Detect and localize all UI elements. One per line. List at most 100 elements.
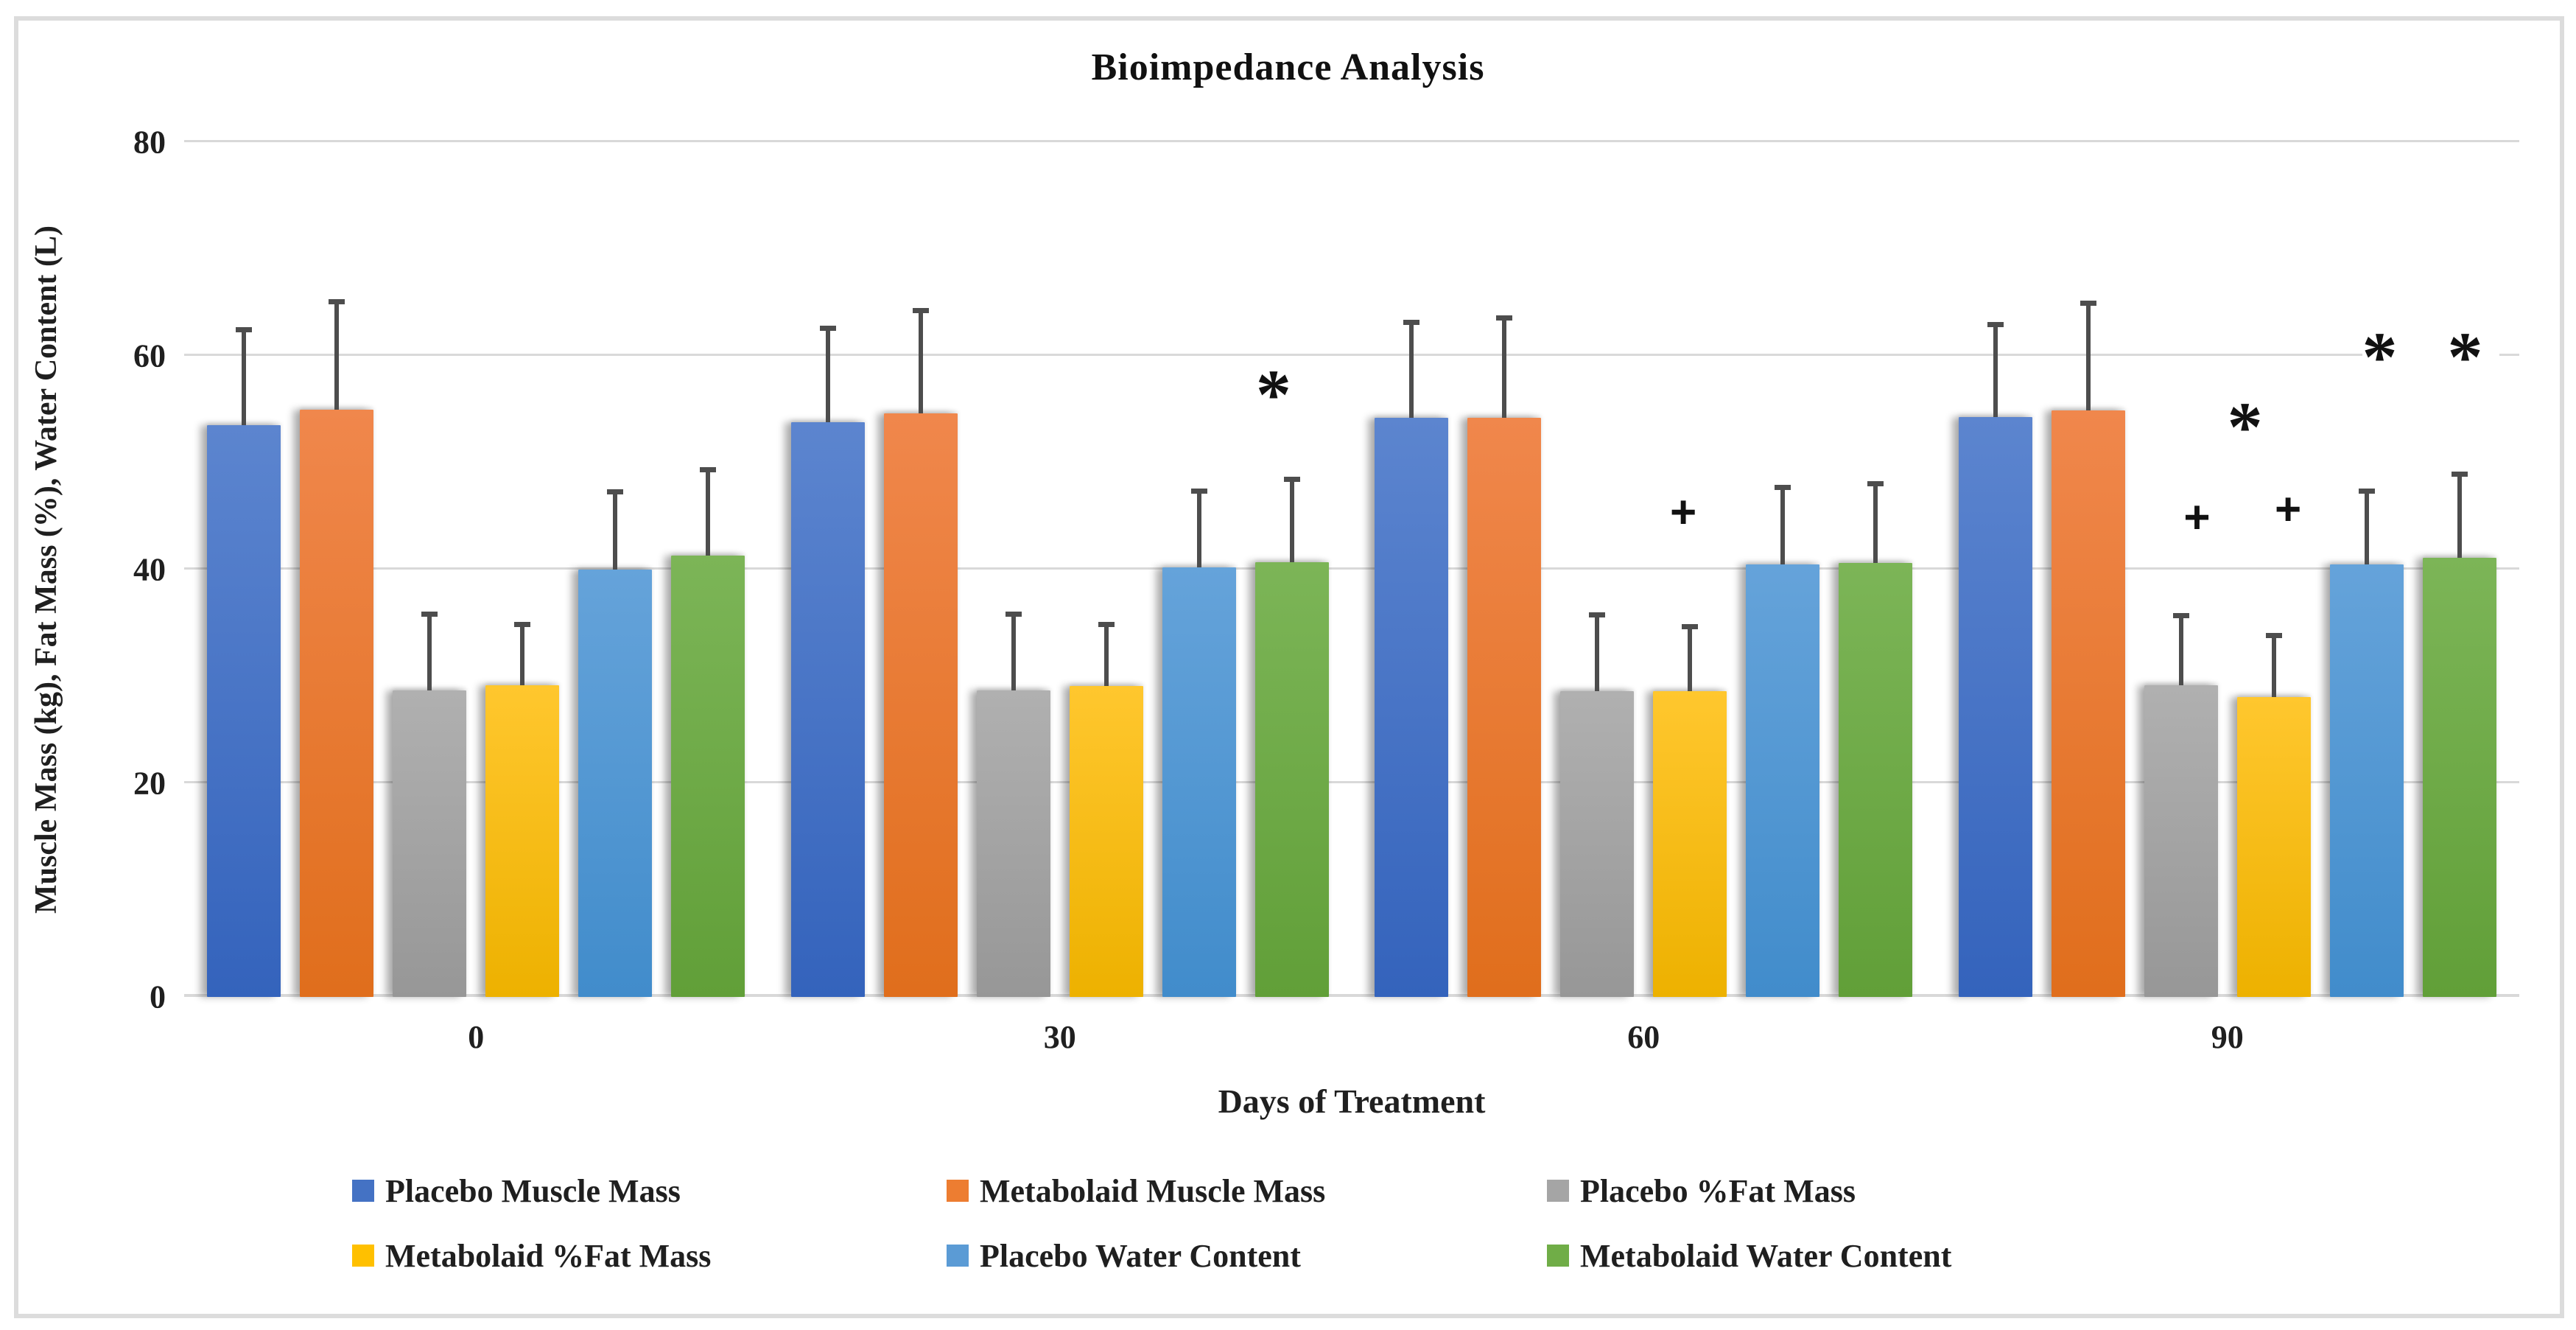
bar-placebo-fat-mass (2144, 613, 2218, 997)
legend-label: Placebo Muscle Mass (385, 1172, 681, 1209)
error-bar-cap (1403, 319, 1420, 325)
error-bar-whisker (1780, 485, 1786, 564)
error-bar-cap (1867, 480, 1884, 486)
x-tick-label-60: 60 (1627, 1019, 1660, 1055)
y-tick-label: 20 (133, 765, 166, 802)
error-bar-whisker (1595, 612, 1600, 692)
error-bar-cap (607, 489, 624, 495)
y-tick-label: 40 (133, 551, 166, 588)
error-bar-cap (329, 299, 345, 305)
annotation-asterisk: * (1255, 354, 1308, 434)
error-bar-cap (1496, 315, 1513, 321)
error-bar-cap (236, 326, 253, 332)
error-bar-cap (2172, 613, 2189, 619)
y-axis-title: Muscle Mass (kg), Fat Mass (%), Water Co… (13, 142, 80, 997)
bar-placebo-fat-mass (393, 611, 467, 997)
error-bar-whisker (1688, 623, 1693, 692)
error-bar-cap (819, 326, 836, 332)
error-bar-whisker (520, 622, 525, 685)
error-bar-whisker (1993, 321, 1998, 417)
bar-group-90 (1936, 142, 2520, 997)
x-axis-tick-labels: 0 30 60 90 (184, 1018, 2519, 1056)
y-tick-label: 60 (133, 337, 166, 374)
error-bar (329, 299, 345, 410)
legend-swatch (1547, 1245, 1569, 1267)
error-bar (1283, 476, 1300, 562)
error-bar-whisker (1011, 611, 1016, 690)
error-bar (1682, 623, 1699, 692)
error-bar-cap (421, 611, 438, 617)
error-bar (1867, 480, 1884, 564)
error-bar (1403, 319, 1420, 419)
bar-placebo-muscle-mass (790, 326, 865, 997)
x-tick-label-0: 0 (468, 1019, 485, 1055)
legend-label: Metabolaid Muscle Mass (980, 1172, 1326, 1209)
bar-placebo-water-content (1162, 488, 1236, 997)
error-bar (2172, 613, 2189, 685)
y-tick-label: 0 (150, 979, 166, 1015)
legend-swatch (352, 1245, 374, 1267)
error-bar (607, 489, 624, 570)
error-bar (1098, 622, 1115, 687)
bar-metabolaid-muscle-mass (2051, 300, 2125, 997)
legend-swatch (352, 1180, 374, 1202)
gridline-y-0 (184, 994, 2519, 997)
error-bar-whisker (1103, 622, 1109, 687)
bar-metabolaid-fat-mass (485, 622, 560, 997)
error-bar (1987, 321, 2004, 417)
y-axis-title-text: Muscle Mass (kg), Fat Mass (%), Water Co… (29, 225, 63, 914)
error-bar-cap (700, 466, 717, 472)
error-bar (2080, 300, 2096, 410)
y-tick-label: 80 (133, 124, 166, 161)
legend-item-placebo-fat-mass: Placebo %Fat Mass (1547, 1172, 2210, 1210)
error-bar-cap (1190, 488, 1207, 494)
x-axis-title: Days of Treatment (1218, 1082, 1486, 1120)
error-bar-cap (2265, 632, 2282, 638)
error-bar-whisker (706, 466, 711, 556)
error-bar-cap (1682, 623, 1699, 629)
x-tick-label-30: 30 (1043, 1019, 1076, 1055)
error-bar (912, 307, 929, 414)
error-bar (1496, 315, 1513, 419)
error-bar (421, 611, 438, 690)
error-bar (2358, 488, 2375, 564)
error-bar-whisker (2178, 613, 2183, 685)
bar-metabolaid-muscle-mass (300, 299, 374, 997)
bar-metabolaid-water-content (1254, 476, 1329, 997)
error-bar-whisker (334, 299, 340, 410)
error-bar (1775, 485, 1791, 564)
error-bar-cap (912, 307, 929, 313)
gridline-y-40 (184, 567, 2519, 570)
bar-placebo-muscle-mass (1958, 321, 2032, 997)
chart-legend: Placebo Muscle Mass Metabolaid Muscle Mas… (352, 1158, 2452, 1288)
legend-item-placebo-muscle-mass: Placebo Muscle Mass (352, 1172, 947, 1210)
legend-swatch (947, 1180, 969, 1202)
legend-swatch (947, 1245, 969, 1267)
error-bar-whisker (1289, 476, 1294, 562)
legend-row-2: Metabolaid %Fat Mass Placebo Water Conten… (352, 1223, 2452, 1288)
error-bar-cap (2451, 471, 2468, 477)
bar-metabolaid-water-content (2422, 471, 2496, 997)
bar-metabolaid-muscle-mass (1467, 315, 1542, 997)
bar-metabolaid-water-content (671, 466, 745, 997)
bar-groups (184, 142, 2519, 997)
bar-metabolaid-fat-mass (1069, 622, 1143, 997)
legend-item-metabolaid-muscle-mass: Metabolaid Muscle Mass (947, 1172, 1547, 1210)
legend-label: Placebo %Fat Mass (1580, 1172, 1856, 1209)
error-bar-whisker (1196, 488, 1201, 568)
legend-label: Placebo Water Content (980, 1237, 1301, 1274)
annotation-plus: + (2183, 492, 2211, 544)
error-bar-whisker (613, 489, 618, 570)
error-bar-cap (1987, 321, 2004, 327)
error-bar-whisker (242, 326, 247, 426)
error-bar-cap (514, 622, 531, 628)
y-axis-tick-labels: 0 20 40 60 80 (88, 125, 166, 1015)
error-bar-whisker (2271, 632, 2276, 697)
legend-item-metabolaid-water-content: Metabolaid Water Content (1547, 1237, 2210, 1275)
bar-group-60 (1352, 142, 1936, 997)
legend-label: Metabolaid Water Content (1580, 1237, 1952, 1274)
bar-placebo-fat-mass (976, 611, 1050, 997)
bar-group-30 (768, 142, 1352, 997)
error-bar-cap (1005, 611, 1022, 617)
